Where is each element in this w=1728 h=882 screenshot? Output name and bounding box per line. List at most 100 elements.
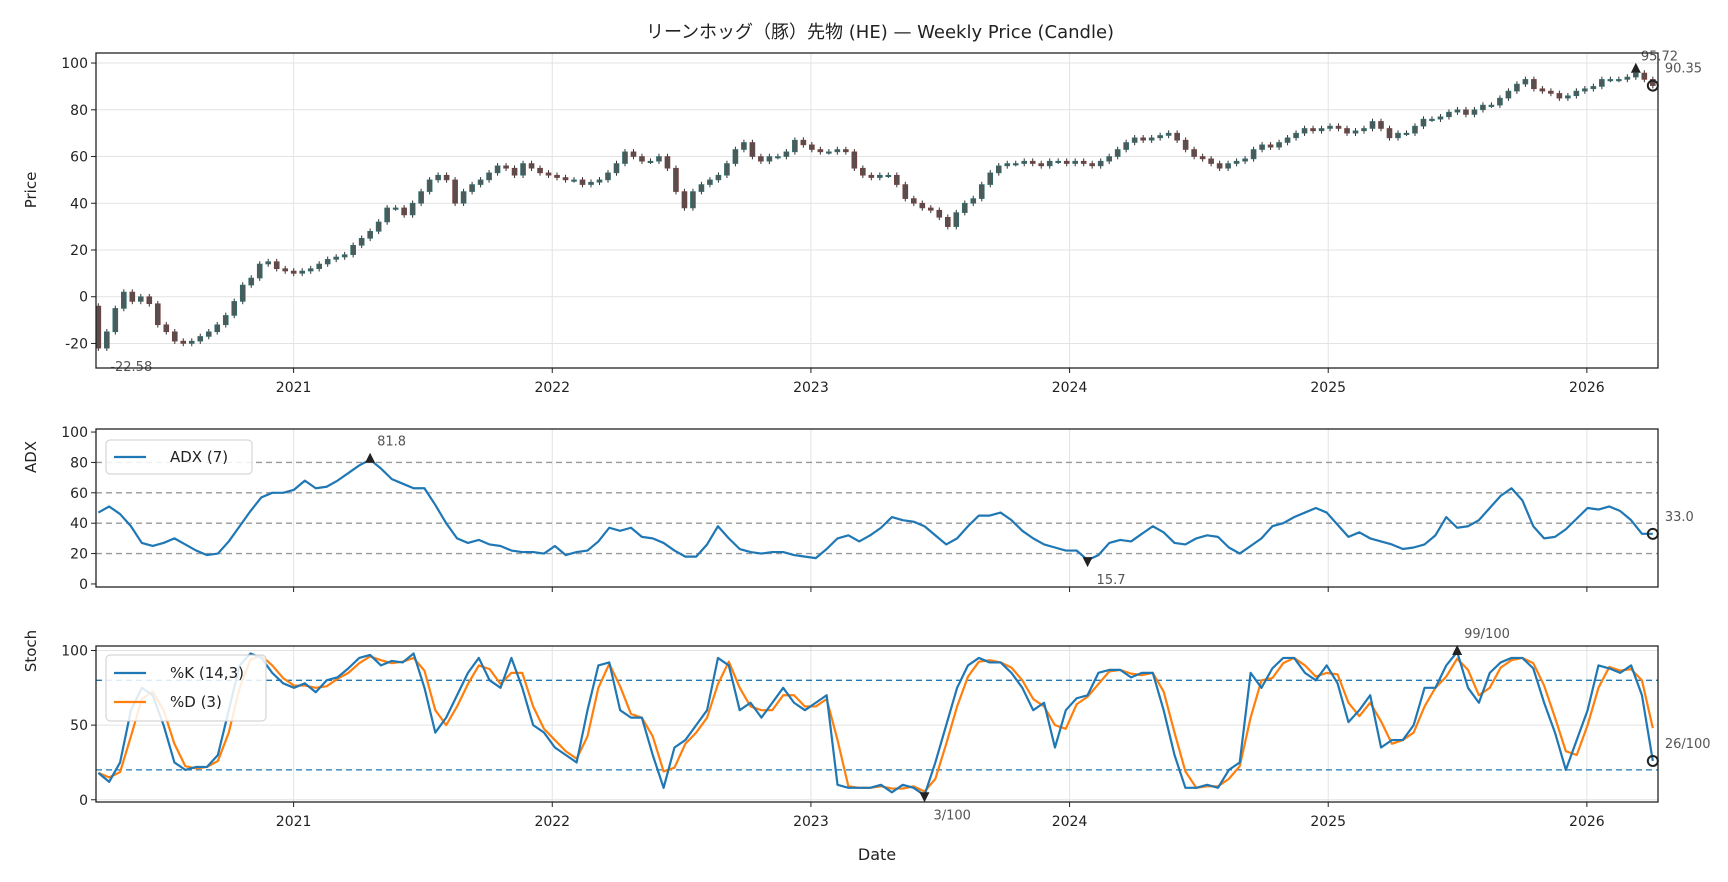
candle xyxy=(1429,118,1435,121)
candle xyxy=(1335,125,1342,129)
candle xyxy=(978,184,985,199)
candle xyxy=(681,191,688,209)
candle xyxy=(358,238,365,246)
candle xyxy=(1004,163,1011,167)
candle xyxy=(1106,156,1112,162)
candle xyxy=(1225,163,1231,169)
candle xyxy=(1191,149,1197,157)
candle xyxy=(1582,88,1588,92)
candle xyxy=(1616,79,1622,82)
candle xyxy=(1046,160,1053,167)
candle xyxy=(995,165,1002,174)
candle xyxy=(800,139,807,146)
candle xyxy=(1369,121,1376,129)
candle xyxy=(622,151,628,164)
candle xyxy=(1599,79,1605,87)
candle xyxy=(537,167,543,174)
adx-max-triangle-up-icon xyxy=(365,452,376,463)
candle xyxy=(265,261,272,265)
candle xyxy=(282,268,289,272)
candle xyxy=(1012,163,1019,166)
candle xyxy=(1607,79,1614,82)
candle xyxy=(443,174,450,181)
x-tick-label: 2025 xyxy=(1310,380,1346,396)
candle xyxy=(163,324,170,333)
candle xyxy=(1539,88,1546,92)
candle xyxy=(1174,132,1180,141)
candle xyxy=(639,156,645,162)
candle xyxy=(333,256,339,260)
stoch-y-label: Stoch xyxy=(22,630,40,672)
candle xyxy=(927,207,934,211)
candle xyxy=(486,172,492,181)
candle xyxy=(1165,132,1172,136)
candle xyxy=(197,336,204,342)
candle xyxy=(809,144,815,150)
candle xyxy=(214,324,221,333)
y-tick-label: 40 xyxy=(70,196,88,212)
candle xyxy=(418,191,424,204)
candle xyxy=(944,216,951,227)
x-tick-label: 2022 xyxy=(534,380,570,396)
candle xyxy=(1114,149,1121,157)
candle xyxy=(1089,163,1095,167)
y-tick-label: 100 xyxy=(61,56,88,72)
max-marker-triangle-up-icon xyxy=(1630,62,1641,73)
candle xyxy=(545,172,552,176)
candle xyxy=(1437,116,1444,120)
candle xyxy=(409,202,416,216)
candle xyxy=(571,179,577,182)
candle xyxy=(766,156,773,162)
candle xyxy=(1361,128,1367,132)
candle xyxy=(630,151,637,157)
x-tick-label: 2026 xyxy=(1569,380,1605,396)
candle xyxy=(1123,142,1129,150)
candle xyxy=(290,270,297,274)
candle xyxy=(1267,144,1274,148)
y-tick-label: 100 xyxy=(61,425,88,441)
candle xyxy=(256,263,263,279)
candle xyxy=(435,174,441,181)
candle xyxy=(868,174,875,178)
candle xyxy=(1395,132,1401,139)
stoch-k-legend-label: %K (14,3) xyxy=(170,664,244,682)
candle xyxy=(1624,76,1631,80)
candle xyxy=(860,167,866,176)
candle xyxy=(919,202,926,209)
candle xyxy=(732,149,739,164)
y-tick-label: 20 xyxy=(70,547,88,563)
candle xyxy=(1446,111,1452,118)
candle xyxy=(299,270,305,274)
y-tick-label: 60 xyxy=(70,486,88,502)
y-tick-label: -20 xyxy=(65,336,88,352)
stoch-max-annotation: 99/100 xyxy=(1464,627,1510,642)
candle xyxy=(1480,104,1486,111)
candle xyxy=(1072,160,1078,164)
candle xyxy=(605,172,611,181)
candle xyxy=(1293,132,1299,139)
candle xyxy=(503,165,509,169)
y-tick-label: 0 xyxy=(79,793,88,809)
adx-max-annotation: 81.8 xyxy=(377,435,406,450)
y-tick-label: 0 xyxy=(79,577,88,593)
candle xyxy=(970,198,977,204)
x-tick-label: 2022 xyxy=(534,814,570,830)
candle xyxy=(724,163,730,176)
candle xyxy=(1021,160,1028,164)
candle xyxy=(375,221,382,232)
candle xyxy=(1403,132,1410,135)
candle xyxy=(1233,160,1240,164)
candle xyxy=(588,181,594,185)
candle xyxy=(792,139,798,153)
candle xyxy=(1531,79,1537,90)
candle xyxy=(1310,128,1316,132)
x-axis-label: Date xyxy=(858,845,896,864)
candle xyxy=(1301,128,1308,134)
candle xyxy=(877,174,883,178)
candle xyxy=(1488,104,1495,107)
candle xyxy=(1641,72,1648,80)
adx-min-triangle-down-icon xyxy=(1082,557,1093,568)
candle xyxy=(180,340,187,344)
candle xyxy=(1131,137,1138,143)
candle xyxy=(239,284,246,302)
